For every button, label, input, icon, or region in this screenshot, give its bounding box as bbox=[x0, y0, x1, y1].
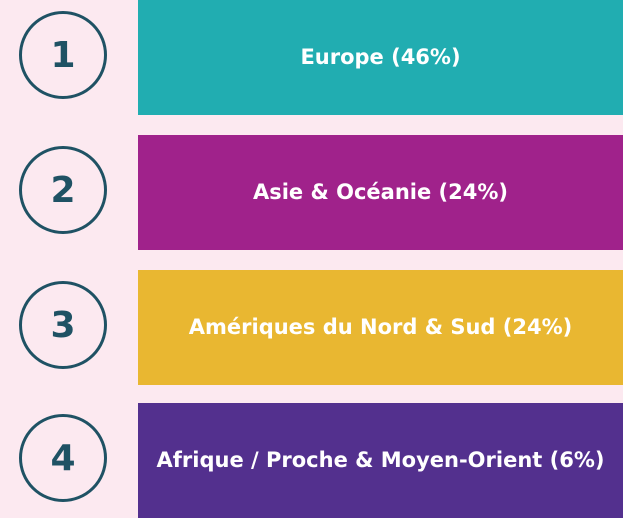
region-box: Europe (46%) bbox=[138, 0, 623, 115]
region-box: Asie & Océanie (24%) bbox=[138, 135, 623, 250]
region-row: 1 Europe (46%) bbox=[0, 0, 623, 115]
rank-circle: 3 bbox=[19, 281, 107, 369]
rank-circle: 1 bbox=[19, 11, 107, 99]
region-row: 4 Afrique / Proche & Moyen-Orient (6%) bbox=[0, 403, 623, 518]
rank-circle: 4 bbox=[19, 414, 107, 502]
region-row: 3 Amériques du Nord & Sud (24%) bbox=[0, 270, 623, 385]
region-box: Amériques du Nord & Sud (24%) bbox=[138, 270, 623, 385]
rank-circle: 2 bbox=[19, 146, 107, 234]
region-row: 2 Asie & Océanie (24%) bbox=[0, 135, 623, 250]
region-box: Afrique / Proche & Moyen-Orient (6%) bbox=[138, 403, 623, 518]
